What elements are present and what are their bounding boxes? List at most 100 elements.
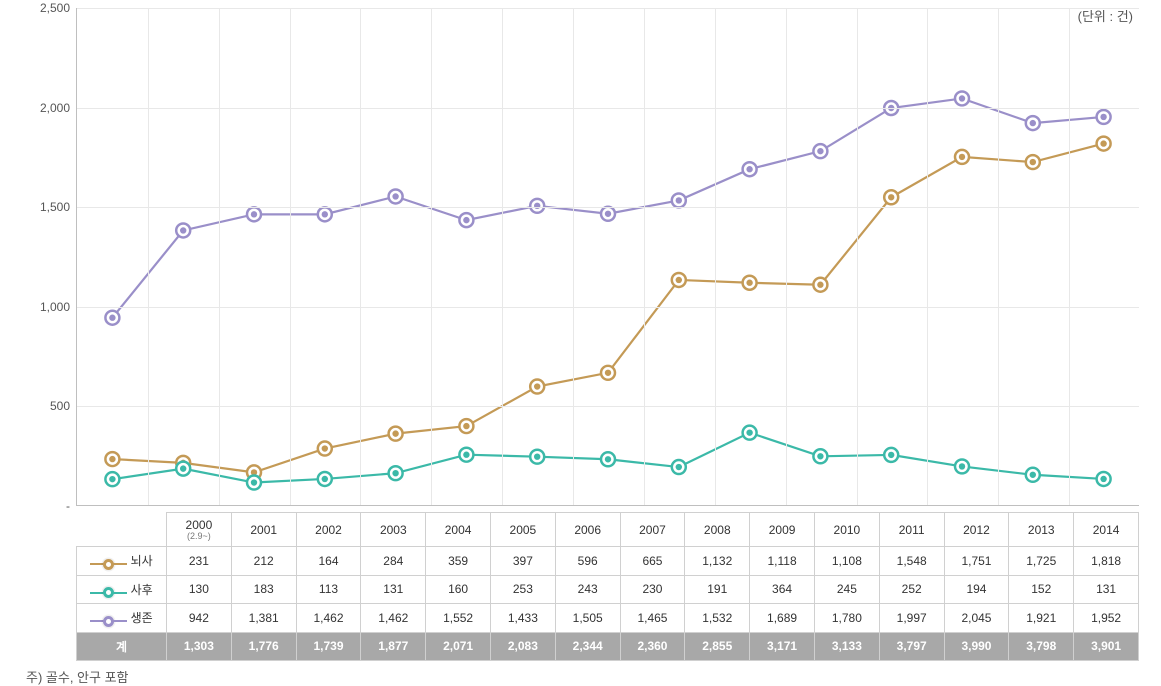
- marker-inner: [676, 277, 682, 283]
- data-cell: 1,689: [750, 604, 815, 633]
- series-name: 생존: [127, 611, 152, 625]
- data-cell: 160: [426, 575, 491, 604]
- data-cell: 1,921: [1009, 604, 1074, 633]
- marker-inner: [534, 453, 540, 459]
- y-axis: -5001,0001,5002,0002,500: [22, 8, 76, 506]
- marker-inner: [1100, 476, 1106, 482]
- data-cell: 1,132: [685, 547, 750, 576]
- data-cell: 131: [1074, 575, 1139, 604]
- year-header: 2012: [944, 513, 1009, 547]
- year-header: 2002: [296, 513, 361, 547]
- gridline: [77, 108, 1139, 109]
- marker-inner: [676, 197, 682, 203]
- category-divider: [502, 8, 503, 505]
- data-cell: 231: [167, 547, 232, 576]
- data-cell: 245: [814, 575, 879, 604]
- data-cell: 194: [944, 575, 1009, 604]
- category-divider: [644, 8, 645, 505]
- category-divider: [431, 8, 432, 505]
- marker-inner: [180, 227, 186, 233]
- data-cell: 397: [490, 547, 555, 576]
- sum-cell: 1,739: [296, 632, 361, 660]
- data-cell: 1,381: [231, 604, 296, 633]
- marker-inner: [959, 95, 965, 101]
- legend-line: [113, 592, 127, 594]
- plot-area: [76, 8, 1139, 506]
- legend-line: [113, 563, 127, 565]
- data-cell: 212: [231, 547, 296, 576]
- year-header: 2007: [620, 513, 685, 547]
- data-cell: 1,818: [1074, 547, 1139, 576]
- data-cell: 1,118: [750, 547, 815, 576]
- marker-inner: [959, 463, 965, 469]
- sum-cell: 3,798: [1009, 632, 1074, 660]
- data-cell: 1,462: [296, 604, 361, 633]
- year-header: 2013: [1009, 513, 1074, 547]
- series-line: [112, 144, 1103, 473]
- category-divider: [998, 8, 999, 505]
- category-divider: [715, 8, 716, 505]
- series-name: 사후: [127, 583, 152, 597]
- sum-cell: 1,877: [361, 632, 426, 660]
- chart-area: -5001,0001,5002,0002,500: [22, 8, 1139, 506]
- year-subnote: (2.9~): [169, 532, 229, 541]
- marker-inner: [251, 479, 257, 485]
- marker-inner: [817, 453, 823, 459]
- data-cell: 1,952: [1074, 604, 1139, 633]
- marker-inner: [605, 456, 611, 462]
- legend-line: [113, 620, 127, 622]
- data-cell: 252: [879, 575, 944, 604]
- sum-cell: 3,990: [944, 632, 1009, 660]
- sum-cell: 2,344: [555, 632, 620, 660]
- marker-inner: [1030, 159, 1036, 165]
- marker-inner: [746, 280, 752, 286]
- marker-inner: [251, 211, 257, 217]
- data-cell: 230: [620, 575, 685, 604]
- data-cell: 1,505: [555, 604, 620, 633]
- data-cell: 1,780: [814, 604, 879, 633]
- data-cell: 113: [296, 575, 361, 604]
- y-tick-label: -: [66, 499, 70, 513]
- marker-inner: [392, 430, 398, 436]
- footnote: 주) 골수, 안구 포함: [26, 667, 1139, 686]
- year-header: 2001: [231, 513, 296, 547]
- data-cell: 131: [361, 575, 426, 604]
- legend-line: [90, 592, 104, 594]
- year-header: 2005: [490, 513, 555, 547]
- data-cell: 152: [1009, 575, 1074, 604]
- marker-inner: [534, 383, 540, 389]
- marker-inner: [322, 211, 328, 217]
- sum-row-header: 계: [77, 632, 167, 660]
- marker-inner: [888, 452, 894, 458]
- data-cell: 243: [555, 575, 620, 604]
- marker-inner: [392, 470, 398, 476]
- table-row: 생존9421,3811,4621,4621,5521,4331,5051,465…: [77, 604, 1139, 633]
- marker-inner: [109, 315, 115, 321]
- marker-inner: [605, 370, 611, 376]
- legend-marker: [90, 559, 127, 570]
- data-cell: 1,552: [426, 604, 491, 633]
- sum-cell: 2,855: [685, 632, 750, 660]
- data-cell: 164: [296, 547, 361, 576]
- data-cell: 359: [426, 547, 491, 576]
- legend-line: [90, 563, 104, 565]
- sum-cell: 2,360: [620, 632, 685, 660]
- gridline: [77, 406, 1139, 407]
- year-header: 2014: [1074, 513, 1139, 547]
- marker-inner: [817, 148, 823, 154]
- marker-inner: [676, 464, 682, 470]
- series-row-header: 사후: [77, 575, 167, 604]
- data-cell: 665: [620, 547, 685, 576]
- y-tick-label: 500: [50, 399, 70, 413]
- sum-cell: 1,303: [167, 632, 232, 660]
- category-divider: [786, 8, 787, 505]
- y-tick-label: 1,500: [40, 200, 70, 214]
- sum-cell: 3,171: [750, 632, 815, 660]
- data-cell: 253: [490, 575, 555, 604]
- year-header: 2011: [879, 513, 944, 547]
- data-cell: 183: [231, 575, 296, 604]
- y-tick-label: 1,000: [40, 300, 70, 314]
- sum-cell: 3,797: [879, 632, 944, 660]
- marker-inner: [463, 452, 469, 458]
- data-cell: 1,548: [879, 547, 944, 576]
